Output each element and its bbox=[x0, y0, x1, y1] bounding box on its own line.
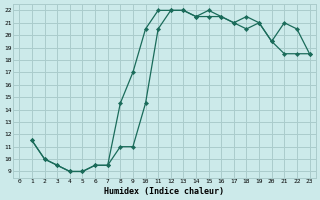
X-axis label: Humidex (Indice chaleur): Humidex (Indice chaleur) bbox=[104, 187, 224, 196]
